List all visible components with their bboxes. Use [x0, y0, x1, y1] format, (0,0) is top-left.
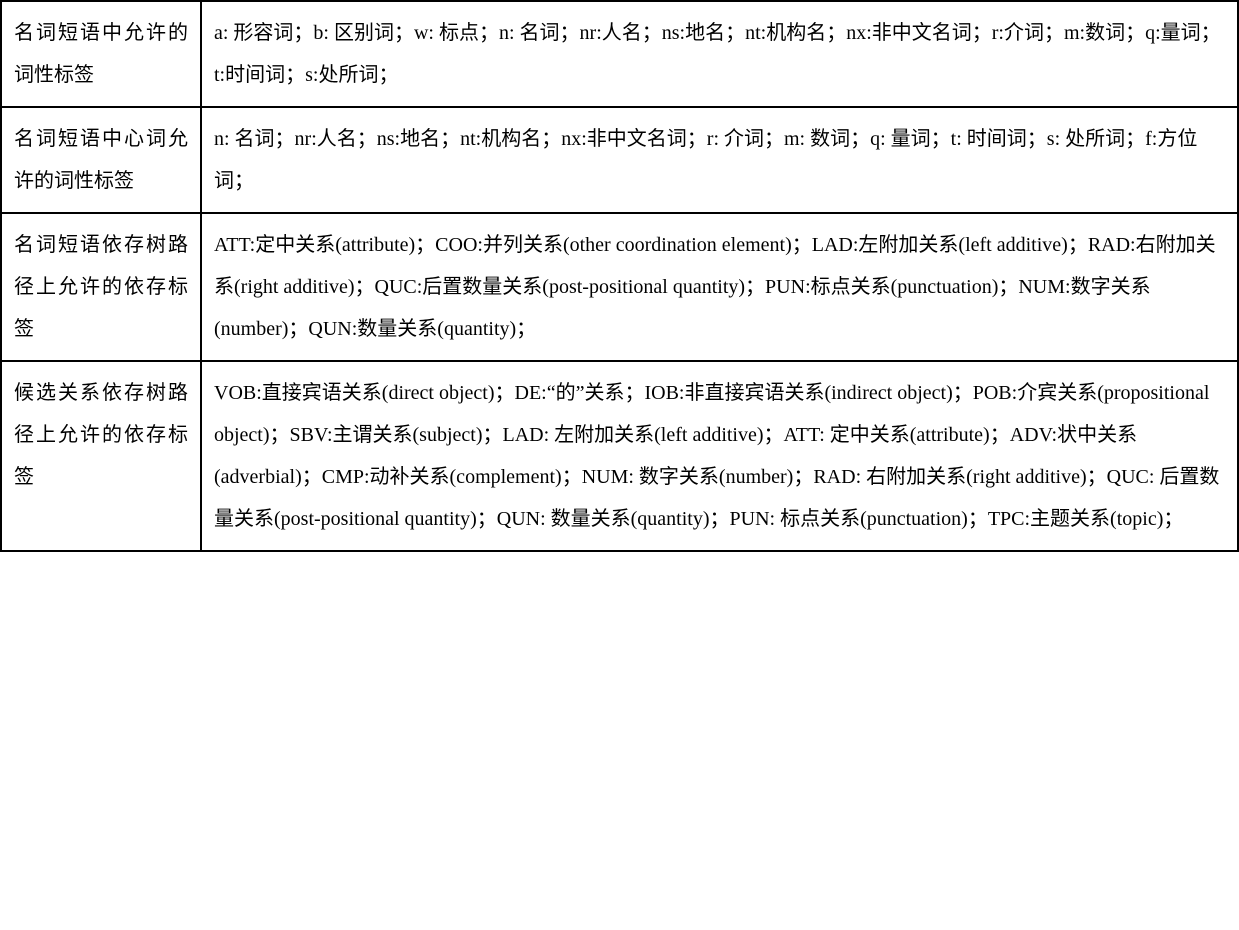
row-label-cell: 名词短语中允许的词性标签 — [1, 1, 201, 107]
row-content-cell: n: 名词；nr:人名；ns:地名；nt:机构名；nx:非中文名词；r: 介词；… — [201, 107, 1238, 213]
table-row: 名词短语中心词允许的词性标签 n: 名词；nr:人名；ns:地名；nt:机构名；… — [1, 107, 1238, 213]
row-label-cell: 名词短语中心词允许的词性标签 — [1, 107, 201, 213]
row-label-cell: 候选关系依存树路径上允许的依存标签 — [1, 361, 201, 551]
row-content-cell: VOB:直接宾语关系(direct object)；DE:“的”关系；IOB:非… — [201, 361, 1238, 551]
row-content-cell: a: 形容词；b: 区别词；w: 标点；n: 名词；nr:人名；ns:地名；nt… — [201, 1, 1238, 107]
table-row: 候选关系依存树路径上允许的依存标签 VOB:直接宾语关系(direct obje… — [1, 361, 1238, 551]
row-label-cell: 名词短语依存树路径上允许的依存标签 — [1, 213, 201, 361]
table-row: 名词短语中允许的词性标签 a: 形容词；b: 区别词；w: 标点；n: 名词；n… — [1, 1, 1238, 107]
row-content-cell: ATT:定中关系(attribute)；COO:并列关系(other coord… — [201, 213, 1238, 361]
table-row: 名词短语依存树路径上允许的依存标签 ATT:定中关系(attribute)；CO… — [1, 213, 1238, 361]
tags-table: 名词短语中允许的词性标签 a: 形容词；b: 区别词；w: 标点；n: 名词；n… — [0, 0, 1239, 552]
